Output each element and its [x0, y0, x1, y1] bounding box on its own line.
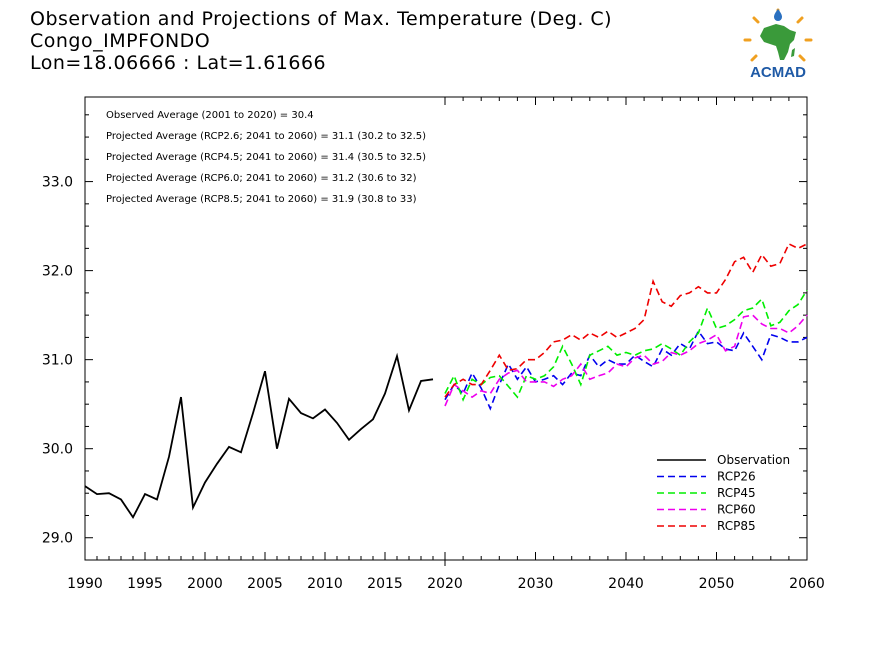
- station-name: Congo_IMPFONDO: [30, 30, 211, 52]
- series-line-rcp85: [444, 242, 808, 398]
- x-tick-label: 2030: [518, 576, 554, 592]
- plot-frame: [84, 96, 808, 561]
- series-line-rcp60: [444, 314, 808, 407]
- series-layer: [84, 242, 808, 520]
- x-tick-label: 2010: [307, 576, 343, 592]
- legend-label: RCP26: [717, 470, 756, 484]
- x-axis-labels: 1990 1995 2000 2005 2010 2015 2020 2030 2040 2050…: [67, 576, 825, 592]
- y-tick-label: 31.0: [42, 353, 73, 369]
- x-tick-label: 2000: [187, 576, 223, 592]
- y-tick-label: 33.0: [42, 175, 73, 191]
- annotation-line: Observed Average (2001 to 2020) = 30.4: [106, 110, 314, 121]
- annotation-line: Projected Average (RCP4.5; 2041 to 2060)…: [106, 152, 426, 163]
- x-tick-label: 2060: [789, 576, 825, 592]
- x-tick-label: 2040: [608, 576, 644, 592]
- y-tick-label: 32.0: [42, 264, 73, 280]
- annotation-line: Projected Average (RCP6.0; 2041 to 2060)…: [106, 173, 417, 184]
- station-coordinates: Lon=18.06666 : Lat=1.61666: [30, 52, 327, 74]
- legend-label: RCP85: [717, 519, 756, 533]
- annotations: Observed Average (2001 to 2020) = 30.4 Pr…: [106, 110, 426, 205]
- chart-title-block: Observation and Projections of Max. Temp…: [30, 8, 612, 74]
- x-tick-label: 2020: [427, 576, 463, 592]
- annotation-line: Projected Average (RCP8.5; 2041 to 2060)…: [106, 194, 417, 205]
- africa-map-icon: [743, 8, 813, 62]
- chart-title: Observation and Projections of Max. Temp…: [30, 8, 613, 30]
- logo-text: ACMAD: [750, 64, 806, 81]
- y-tick-label: 30.0: [42, 442, 73, 458]
- y-tick-label: 29.0: [42, 531, 73, 547]
- x-tick-label: 1995: [127, 576, 163, 592]
- x-tick-label: 2005: [247, 576, 283, 592]
- legend-label: RCP45: [717, 486, 756, 500]
- acmad-logo: ACMAD: [738, 8, 818, 84]
- x-tick-label: 1990: [67, 576, 103, 592]
- axis-ticks: [84, 97, 808, 566]
- y-axis-labels: 29.0 30.0 31.0 32.0 33.0: [42, 175, 73, 547]
- series-line-observation: [84, 352, 434, 520]
- series-line-rcp26: [444, 329, 808, 411]
- annotation-line: Projected Average (RCP2.6; 2041 to 2060)…: [106, 131, 426, 142]
- series-line-rcp45: [444, 289, 808, 402]
- legend-label: Observation: [717, 453, 790, 467]
- x-tick-label: 2050: [699, 576, 735, 592]
- x-tick-label: 2015: [367, 576, 403, 592]
- legend-label: RCP60: [717, 503, 756, 517]
- legend: Observation RCP26 RCP45 RCP60 RCP85: [657, 453, 790, 533]
